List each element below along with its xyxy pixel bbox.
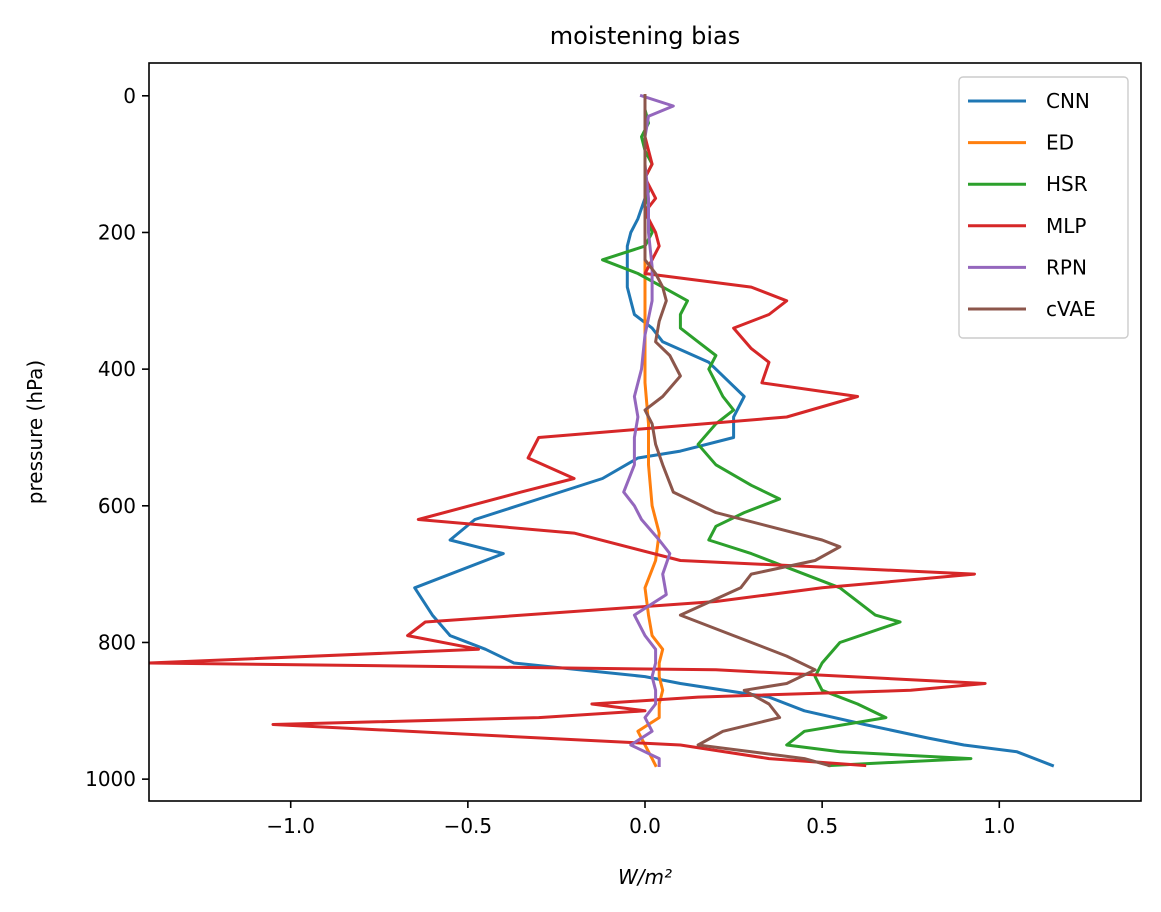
legend-label-rpn: RPN	[1046, 255, 1087, 279]
x-tick-label: −1.0	[266, 814, 315, 838]
legend-box	[958, 76, 1129, 339]
legend-label-cvae: cVAE	[1046, 297, 1096, 321]
series-line-mlp	[149, 94, 987, 768]
legend-label-mlp: MLP	[1046, 214, 1086, 238]
x-tick-label: 1.0	[983, 814, 1015, 838]
x-tick-label: 0.5	[806, 814, 838, 838]
y-tick-label: 800	[98, 630, 136, 654]
y-tick-label: 1000	[85, 767, 136, 791]
x-axis-label: W/m²	[618, 865, 672, 889]
series-line-cnn	[413, 94, 1055, 768]
x-axis-ticks: −1.0 −0.5 0.0 0.5 1.0	[266, 801, 1015, 838]
y-tick-label: 200	[98, 220, 136, 244]
x-tick-label: −0.5	[444, 814, 493, 838]
y-tick-label: 600	[98, 494, 136, 518]
y-axis-ticks: 0 200 400 600 800 1000	[85, 84, 149, 791]
y-axis-label: pressure (hPa)	[23, 360, 47, 504]
y-tick-label: 0	[123, 84, 136, 108]
legend-label-ed: ED	[1046, 131, 1074, 155]
y-tick-label: 400	[98, 357, 136, 381]
series-layer	[149, 93, 1055, 768]
series-line-rpn	[622, 93, 675, 767]
x-tick-label: 0.0	[629, 814, 661, 838]
legend-label-cnn: CNN	[1046, 89, 1090, 113]
series-line-cvae	[643, 94, 842, 768]
legend: CNN ED HSR MLP RPN cVAE	[958, 76, 1129, 339]
series-line-ed	[636, 94, 665, 768]
chart-title: moistening bias	[550, 22, 740, 50]
legend-label-hsr: HSR	[1046, 172, 1088, 196]
